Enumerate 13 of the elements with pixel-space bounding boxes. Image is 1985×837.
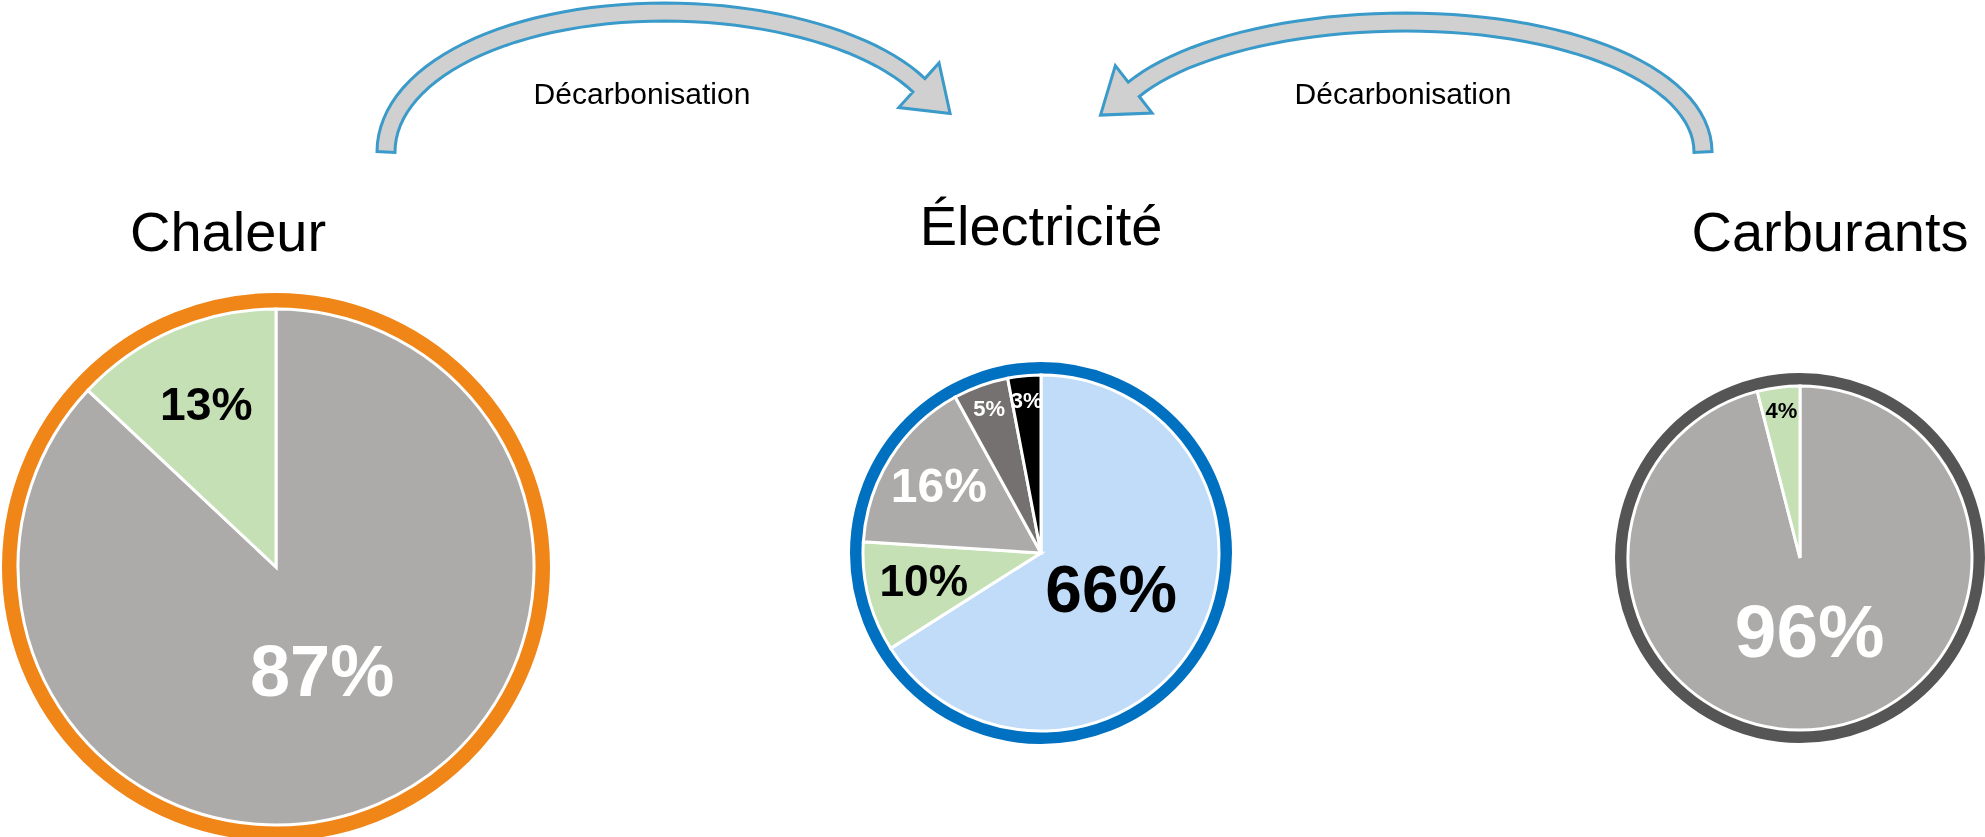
data-label: 16% <box>890 459 987 513</box>
data-label: 5% <box>973 395 1006 421</box>
text: Décarbonisation <box>1294 77 1512 110</box>
data-label: 66% <box>1045 551 1178 626</box>
chart-title: Électricité <box>919 194 1163 257</box>
chart-title: Chaleur <box>129 200 327 263</box>
data-label: 4% <box>1765 398 1798 424</box>
data-label: 13% <box>160 377 253 430</box>
chart-title: Carburants <box>1691 200 1969 263</box>
data-label: 87% <box>249 630 395 711</box>
data-label: 10% <box>879 556 969 606</box>
text: Décarbonisation <box>533 77 751 110</box>
data-label: 96% <box>1734 588 1885 673</box>
